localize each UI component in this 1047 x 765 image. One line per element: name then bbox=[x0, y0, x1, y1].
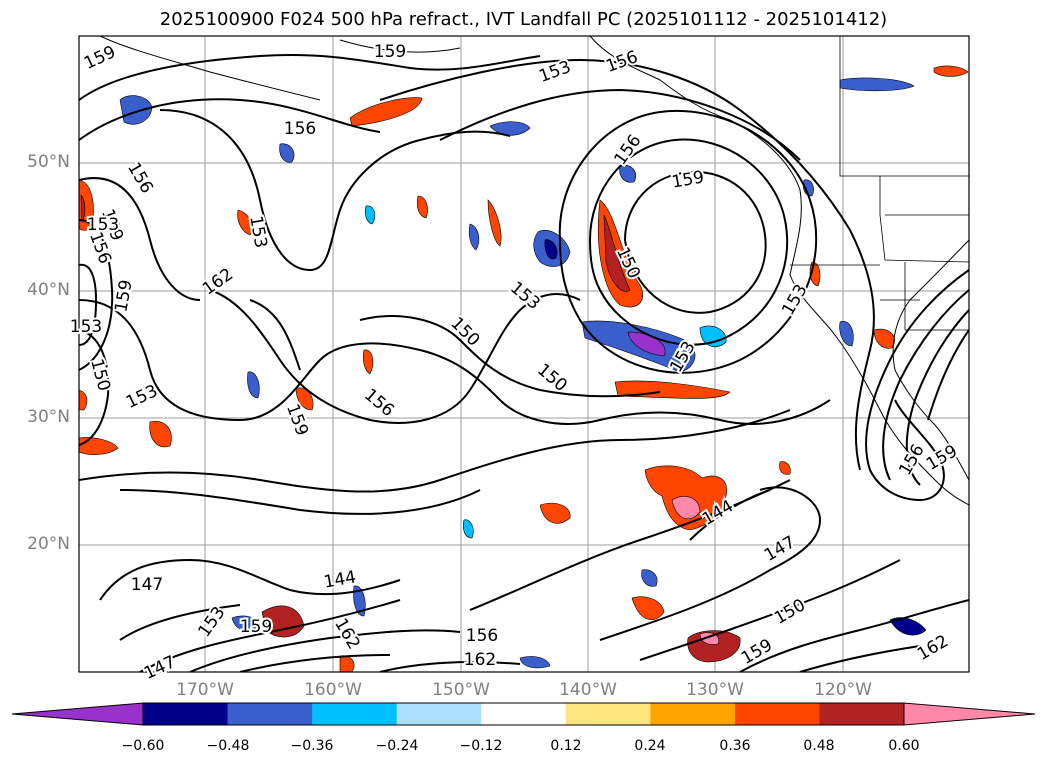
contour-label: 156 bbox=[466, 626, 498, 646]
colorbar-tick: 0.36 bbox=[719, 738, 751, 754]
colorbar-box bbox=[819, 703, 905, 725]
colorbar-box bbox=[481, 703, 567, 725]
colorbar-box bbox=[396, 703, 482, 725]
contour-label: 159 bbox=[374, 42, 406, 62]
colorbar-left-triangle bbox=[11, 702, 144, 726]
lat-label-20: 20°N bbox=[27, 534, 70, 554]
contour-label: 156 bbox=[284, 119, 316, 139]
colorbar-tick: −0.36 bbox=[290, 738, 334, 754]
colorbar-box bbox=[227, 703, 313, 725]
colorbar bbox=[11, 702, 1036, 726]
colorbar-box bbox=[650, 703, 736, 725]
lat-label-30: 30°N bbox=[27, 407, 70, 427]
colorbar-tick: −0.24 bbox=[375, 738, 419, 754]
contours bbox=[79, 53, 969, 672]
colorbar-box bbox=[312, 703, 398, 725]
contour-label: 159 bbox=[240, 617, 272, 637]
lon-label-130w: 130°W bbox=[686, 680, 744, 700]
lon-label-120w: 120°W bbox=[814, 680, 872, 700]
colorbar-tick: 0.48 bbox=[803, 738, 835, 754]
colorbar-right-triangle bbox=[903, 702, 1036, 726]
colorbar-box bbox=[143, 703, 229, 725]
contour-label: 153 bbox=[70, 317, 102, 337]
lon-label-150w: 150°W bbox=[432, 680, 490, 700]
gridlines bbox=[79, 36, 969, 672]
lat-label-50: 50°N bbox=[27, 152, 70, 172]
colorbar-tick: 0.12 bbox=[550, 738, 582, 754]
lon-label-170w: 170°W bbox=[176, 680, 234, 700]
colorbar-tick: −0.60 bbox=[121, 738, 165, 754]
lon-label-140w: 140°W bbox=[559, 680, 617, 700]
colorbar-box bbox=[734, 703, 820, 725]
colorbar-outline bbox=[142, 702, 905, 726]
colorbar-boxes bbox=[143, 703, 905, 725]
map-title: 2025100900 F024 500 hPa refract., IVT La… bbox=[159, 9, 888, 30]
contour-label: 162 bbox=[464, 650, 496, 670]
contour-label: 147 bbox=[131, 575, 163, 595]
borders bbox=[790, 36, 969, 331]
colorbar-box bbox=[565, 703, 651, 725]
lat-label-40: 40°N bbox=[27, 280, 70, 300]
colorbar-tick: 0.24 bbox=[634, 738, 666, 754]
map-frame bbox=[78, 35, 970, 673]
contour-label: 153 bbox=[87, 215, 119, 235]
colorbar-tick: 0.60 bbox=[888, 738, 920, 754]
lon-label-160w: 160°W bbox=[304, 680, 362, 700]
colorbar-tick: −0.48 bbox=[206, 738, 250, 754]
colorbar-tick: −0.12 bbox=[459, 738, 503, 754]
